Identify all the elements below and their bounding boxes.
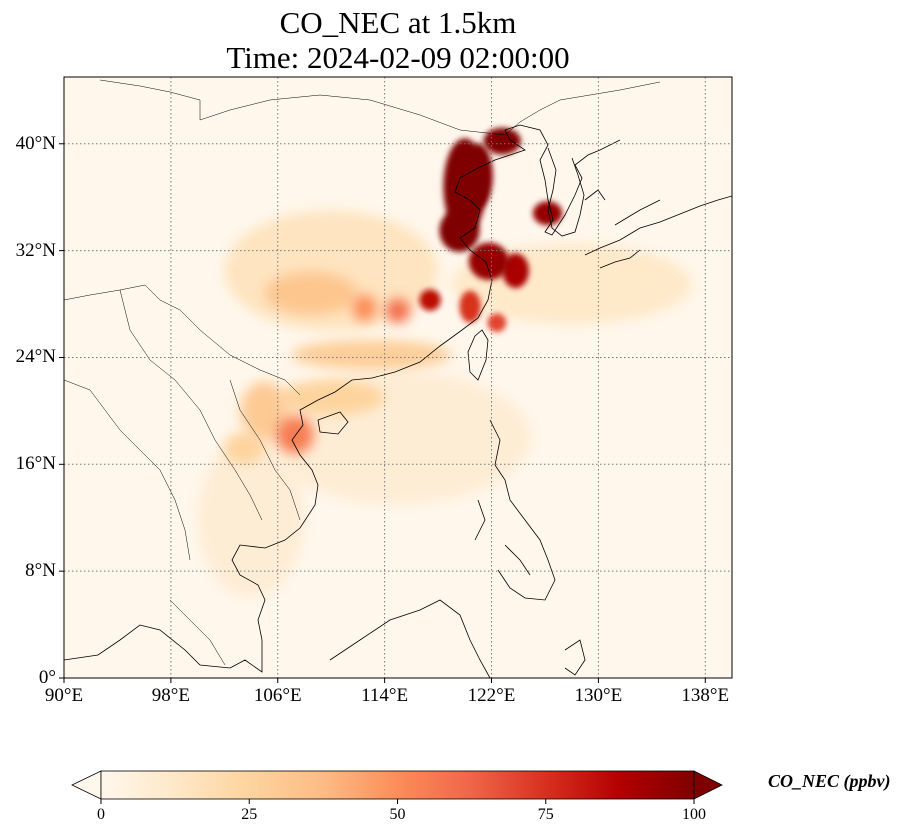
sulawesi-coastline xyxy=(564,639,586,676)
colorbar-label: CO_NEC (ppbv) xyxy=(768,771,891,791)
lat-tick-label: 0° xyxy=(38,667,56,688)
co-plume xyxy=(532,201,563,226)
lon-tick-label: 90°E xyxy=(44,685,84,706)
co-plume xyxy=(224,432,265,465)
lat-tick-label: 16°N xyxy=(15,453,56,475)
co-plume xyxy=(487,313,507,333)
lat-tick-label: 8°N xyxy=(25,560,56,582)
border-line xyxy=(169,599,226,666)
philippines-coastline xyxy=(474,419,556,601)
lon-tick-label: 130°E xyxy=(574,685,623,706)
colorbar-extend-high xyxy=(693,770,723,800)
border-line xyxy=(99,79,201,120)
co-plume xyxy=(291,340,452,370)
lat-tick-label: 40°N xyxy=(15,132,56,154)
country-borders xyxy=(64,79,661,666)
co-plume xyxy=(468,242,509,281)
co-plume xyxy=(459,290,481,323)
lon-tick-label: 98°E xyxy=(151,685,190,706)
co-plume xyxy=(463,143,493,208)
colorbar-tick-label: 25 xyxy=(241,806,258,823)
co-plume xyxy=(502,253,529,289)
gridlines xyxy=(64,77,732,678)
co-plume xyxy=(352,294,377,322)
co-plume xyxy=(419,289,441,311)
lon-tick-label: 122°E xyxy=(467,685,516,706)
border-line xyxy=(64,379,191,561)
colorbar-extend-low xyxy=(71,770,102,800)
border-line xyxy=(229,379,301,521)
lon-tick-label: 138°E xyxy=(681,685,730,706)
co-concentration-field xyxy=(197,127,692,598)
map-title-line2: Time: 2024-02-09 02:00:00 xyxy=(226,40,570,75)
co-plume xyxy=(439,209,480,252)
border-line xyxy=(119,289,263,521)
colorbar-tick-label: 50 xyxy=(389,806,406,823)
japan-coastline xyxy=(584,189,732,269)
korea-coastline xyxy=(547,147,585,237)
colorbar-tick-label: 75 xyxy=(537,806,554,823)
map-frame xyxy=(63,76,733,679)
borneo-coastline xyxy=(329,599,491,678)
colorbar-gradient xyxy=(100,770,695,800)
co-plume xyxy=(264,271,358,315)
map-title-line1: CO_NEC at 1.5km xyxy=(279,5,517,40)
mainland-coastline xyxy=(64,124,621,673)
colorbar-tick-label: 0 xyxy=(97,806,105,823)
lat-tick-label: 24°N xyxy=(15,346,56,368)
axis-ticks xyxy=(59,143,706,683)
border-line xyxy=(504,81,661,136)
hainan-coastline xyxy=(317,411,349,435)
border-line xyxy=(64,284,301,396)
co-plume xyxy=(385,298,411,323)
co-plume xyxy=(276,416,314,454)
lon-tick-label: 106°E xyxy=(253,685,302,706)
co-plume xyxy=(240,381,289,441)
coastlines xyxy=(64,124,732,678)
lat-tick-label: 32°N xyxy=(15,239,56,261)
taiwan-coastline xyxy=(467,329,489,381)
colorbar-tick-label: 100 xyxy=(682,806,706,823)
co-plume xyxy=(277,380,385,415)
border-line xyxy=(199,94,506,136)
lon-tick-label: 114°E xyxy=(361,685,409,706)
colorbar-ticks xyxy=(100,799,695,804)
co-plume xyxy=(483,127,521,155)
